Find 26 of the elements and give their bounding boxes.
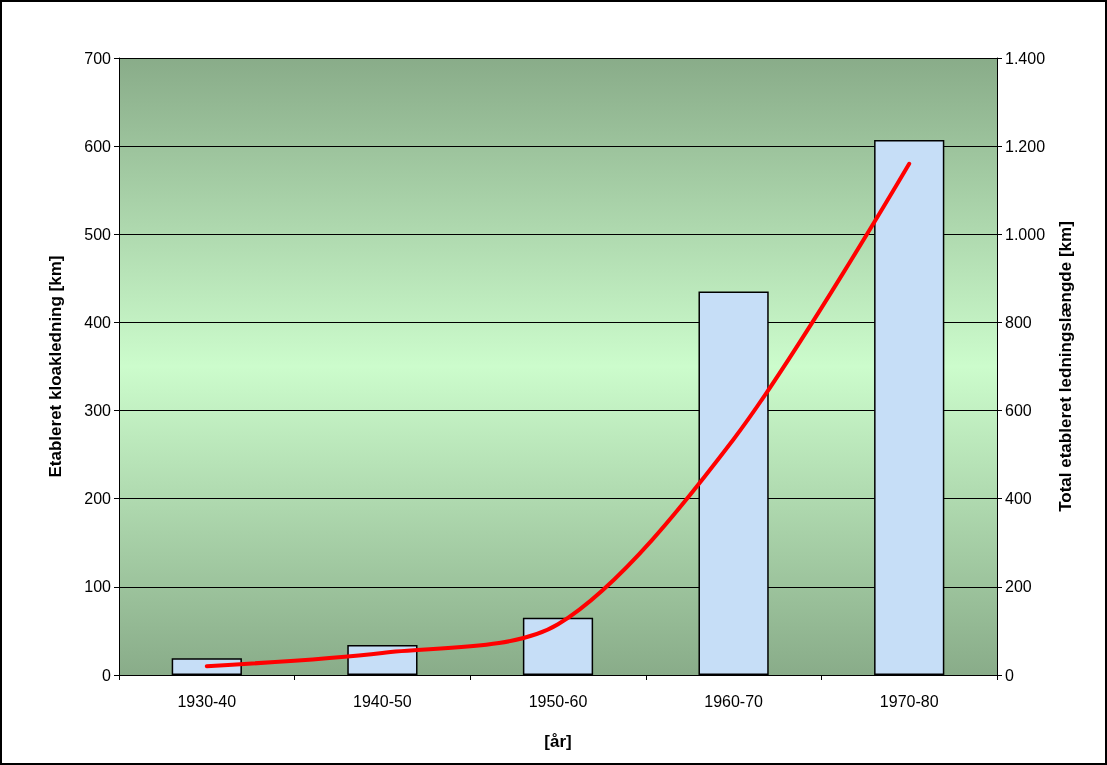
y-tick-label: 700 (84, 49, 112, 67)
y2-axis-title: Total etableret ledningslængde [km] (1056, 221, 1075, 512)
y2-tick-label: 1.200 (1005, 137, 1046, 155)
y2-tick-label: 800 (1005, 313, 1032, 331)
x-tick-label: 1930-40 (177, 692, 237, 710)
y-tick-label: 0 (102, 666, 112, 684)
x-tick-label: 1970-80 (879, 692, 939, 710)
y2-tick-label: 400 (1005, 490, 1032, 508)
y-tick-label: 500 (84, 225, 112, 243)
y-tick-label: 600 (84, 137, 112, 155)
y2-tick-label: 200 (1005, 578, 1032, 596)
x-tick-label: 1940-50 (353, 692, 412, 710)
y2-tick-label: 1.400 (1005, 49, 1046, 67)
y2-tick-label: 1.000 (1005, 225, 1046, 243)
x-tick-label: 1960-70 (704, 692, 764, 710)
y-tick-label: 100 (84, 578, 112, 596)
y2-tick-label: 0 (1005, 666, 1014, 684)
bar (522, 617, 594, 675)
y-tick-label: 200 (84, 490, 112, 508)
x-tick-label: 1950-60 (528, 692, 588, 710)
x-axis-title: [år] (544, 732, 572, 751)
line-series (204, 161, 912, 669)
y2-tick-label: 600 (1005, 402, 1032, 420)
y-axis-title: Etableret kloakledning [km] (46, 255, 65, 478)
y-tick-label: 400 (84, 313, 112, 331)
y-tick-label: 300 (84, 402, 112, 420)
